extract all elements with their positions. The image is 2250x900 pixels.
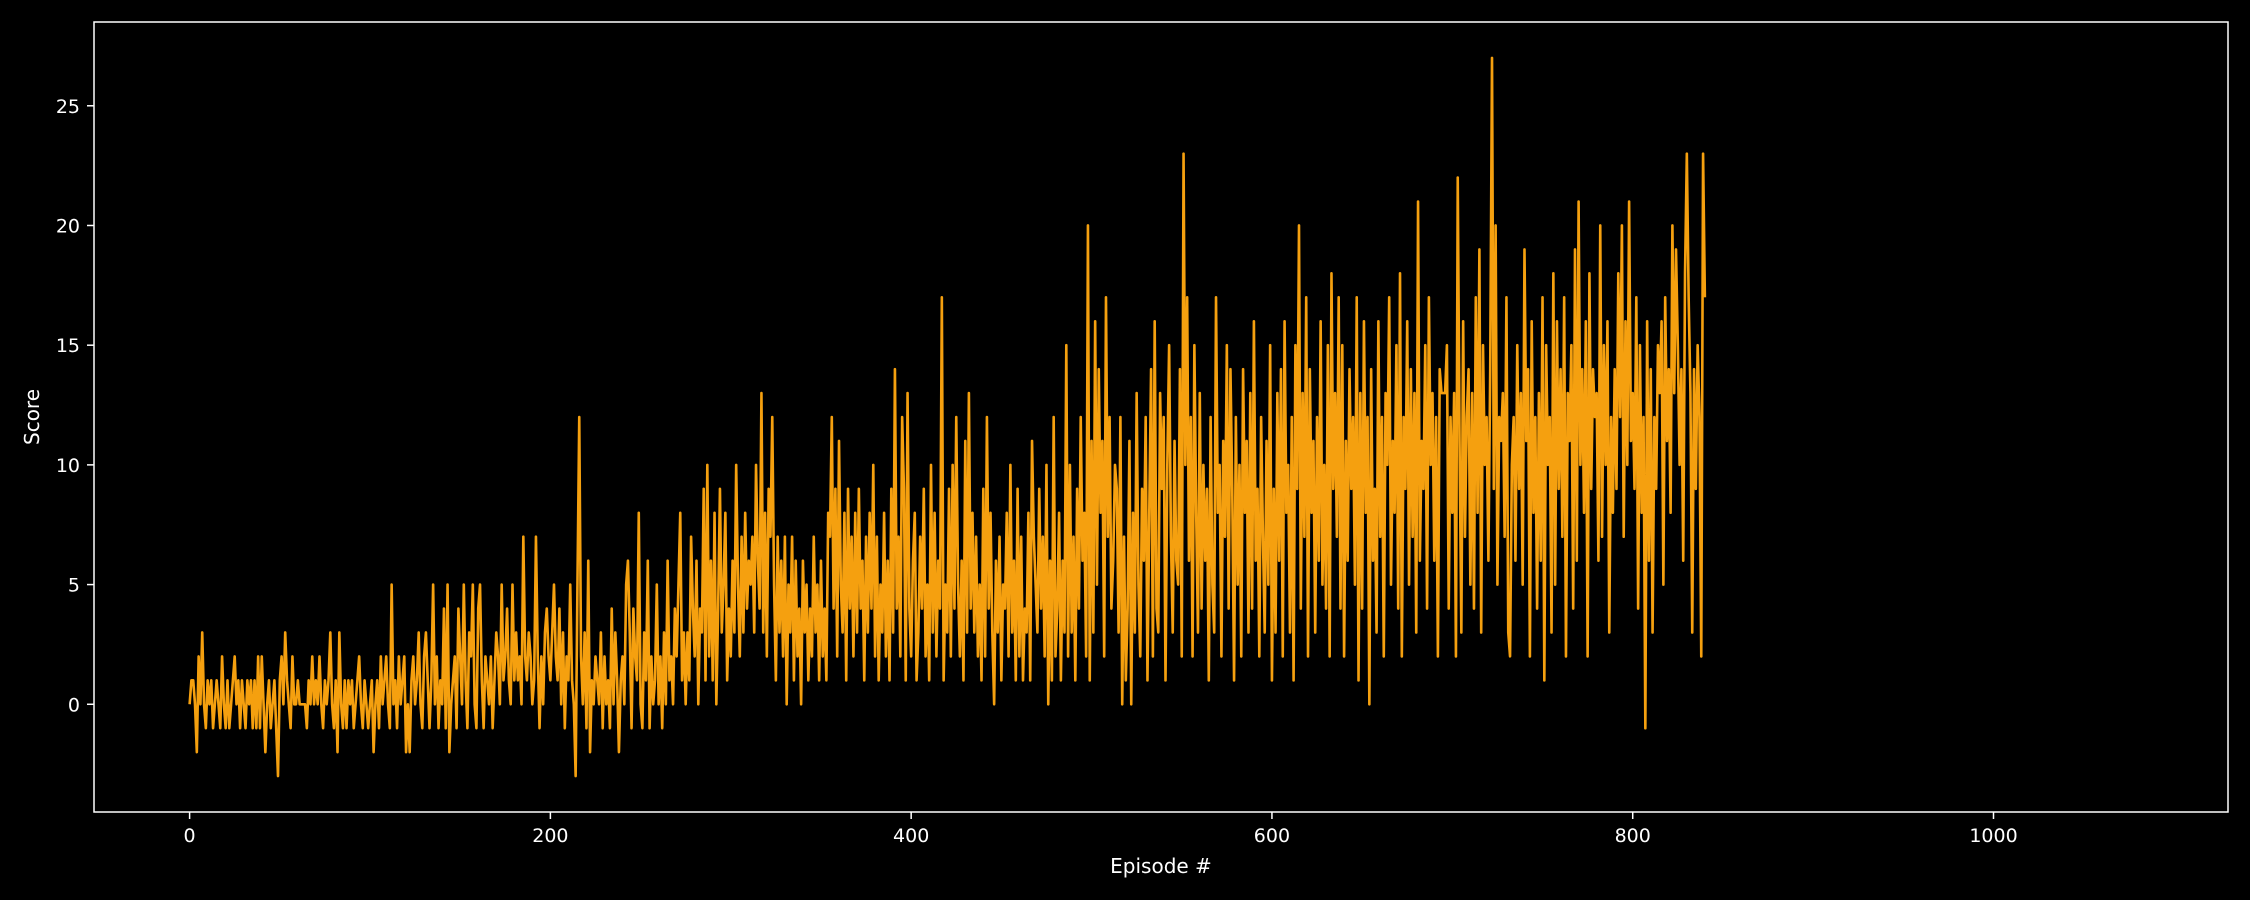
x-tick-label: 200 bbox=[532, 825, 568, 847]
x-axis-ticks: 0 200 400 600 800 1000 bbox=[184, 812, 2018, 847]
x-tick-label: 800 bbox=[1615, 825, 1651, 847]
y-tick-label: 5 bbox=[68, 575, 80, 597]
x-tick-label: 1000 bbox=[1969, 825, 2017, 847]
y-tick-label: 20 bbox=[56, 215, 80, 237]
x-axis-label: Episode # bbox=[1110, 854, 1212, 878]
score-series-line bbox=[188, 56, 1707, 778]
y-axis-label: Score bbox=[20, 389, 44, 445]
y-axis-ticks: 0 5 10 15 20 25 bbox=[56, 96, 94, 716]
y-tick-label: 25 bbox=[56, 96, 80, 118]
x-tick-label: 600 bbox=[1254, 825, 1290, 847]
x-tick-label: 400 bbox=[893, 825, 929, 847]
y-tick-label: 15 bbox=[56, 335, 80, 357]
x-tick-label: 0 bbox=[184, 825, 196, 847]
y-tick-label: 10 bbox=[56, 455, 80, 477]
y-tick-label: 0 bbox=[68, 694, 80, 716]
